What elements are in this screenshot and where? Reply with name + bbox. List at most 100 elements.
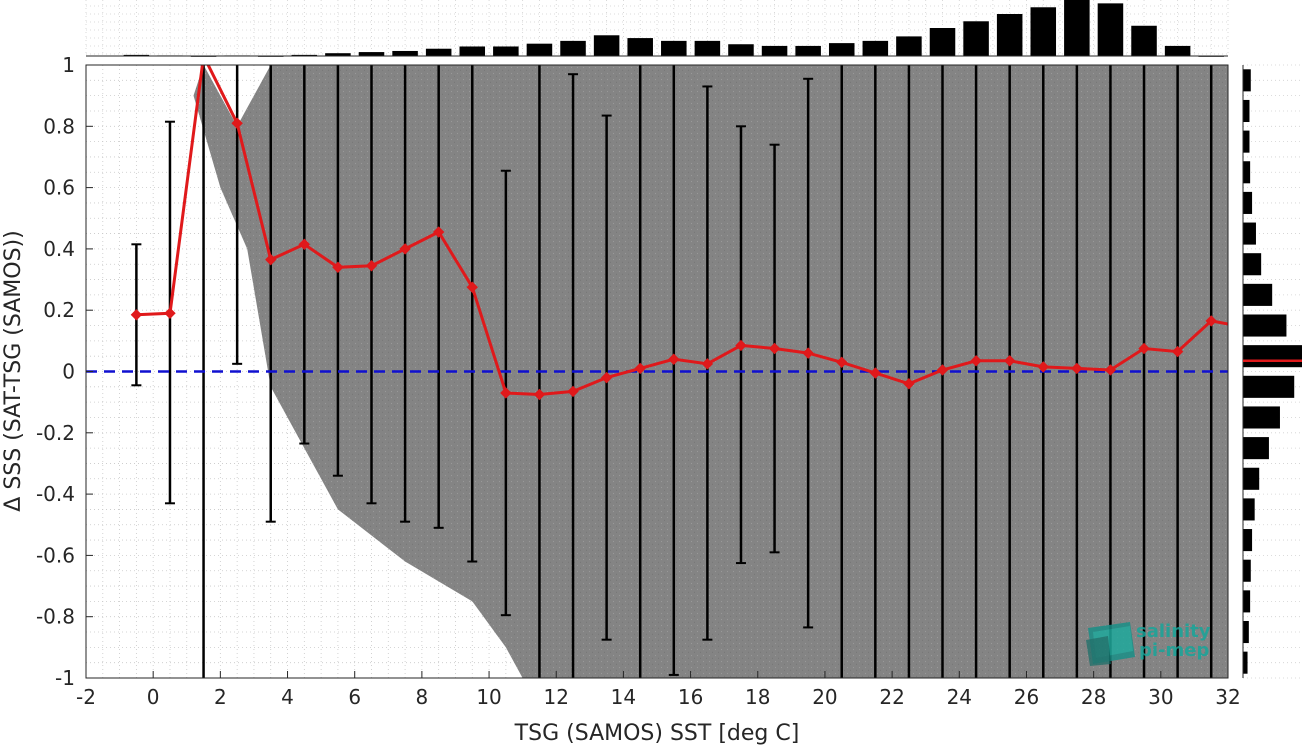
x-tick-label: 4 (281, 685, 294, 709)
mean-bias-marker (1003, 355, 1016, 367)
top-histogram-bar (694, 40, 721, 56)
right-histogram-bar (1243, 467, 1260, 490)
mean-bias-marker (365, 260, 378, 272)
mean-bias-marker (768, 342, 781, 355)
right-histogram-bar (1243, 191, 1253, 214)
main-axes: 10.80.60.40.20-0.2-0.4-0.6-0.8-1 -2 0 2 4 6 8… (1, 53, 1241, 746)
mean-bias-marker (332, 261, 344, 273)
mean-bias-marker (130, 309, 143, 321)
right-histogram-bar (1243, 498, 1255, 521)
mean-bias-marker (298, 238, 311, 251)
x-tick-label: 20 (812, 685, 837, 709)
right-histogram-bars (1243, 69, 1302, 674)
y-tick-label: -1 (55, 666, 75, 690)
top-histogram-bar (459, 46, 486, 56)
right-histogram-bar (1243, 345, 1302, 368)
right-histogram-bar (1243, 253, 1262, 276)
y-axis-ticks: 1 0.8 0.6 0.4 0.2 0 -0.2 -0.4 -0.6 -0.8 -1 (36, 53, 93, 690)
x-tick-label: 26 (1014, 685, 1039, 709)
top-histogram-bar (862, 40, 889, 56)
top-histogram-bar (560, 40, 586, 56)
logo-text-line2: pi-mep (1139, 640, 1209, 661)
mean-bias-line (136, 65, 1228, 397)
mean-bias-marker (970, 355, 982, 367)
mean-bias-marker (1071, 362, 1083, 375)
top-histogram-bar (929, 28, 956, 56)
x-tick-label: -2 (76, 685, 96, 709)
x-tick-label: 0 (147, 685, 160, 709)
top-histogram-bar (828, 43, 855, 56)
mean-bias-marker (231, 117, 243, 129)
x-tick-label: 2 (214, 685, 227, 709)
x-tick-label: 8 (416, 685, 429, 709)
x-tick-label: 10 (476, 685, 501, 709)
logo-emblem-icon (1086, 622, 1135, 666)
right-histogram-bar (1243, 529, 1253, 552)
mean-bias-marker (500, 387, 512, 399)
top-histogram-bar (896, 36, 922, 56)
x-tick-label: 24 (947, 685, 972, 709)
top-histogram-bar (358, 52, 385, 56)
top-histogram-bar (1030, 7, 1057, 57)
mean-bias-marker (600, 371, 613, 384)
mean-bias-marker (936, 364, 949, 376)
y-tick-label: -0.8 (36, 605, 75, 629)
x-tick-label: 30 (1148, 685, 1173, 709)
mean-bias-marker (869, 367, 882, 379)
y-tick-label: 0 (62, 360, 75, 384)
top-histogram-bar (1097, 3, 1124, 56)
mean-bias-marker (1104, 364, 1117, 376)
mean-bias-marker (265, 253, 277, 266)
top-histogram-bar (661, 40, 687, 56)
top-histogram-bar (593, 35, 620, 56)
salinity-pi-mep-logo: salinity pi-mep (1086, 621, 1211, 666)
top-histogram-bar (728, 44, 754, 56)
right-histogram-bar (1243, 590, 1251, 613)
top-histogram-bar (425, 48, 452, 56)
right-histogram-bar (1243, 161, 1251, 184)
mean-bias-marker (701, 358, 714, 370)
x-tick-label: 14 (611, 685, 636, 709)
y-tick-label: -0.6 (36, 543, 75, 567)
mean-bias-marker (164, 307, 176, 319)
x-tick-label: 12 (544, 685, 569, 709)
top-histogram-bar (123, 54, 150, 56)
mean-bias-marker (1205, 315, 1217, 327)
mean-bias-marker (836, 356, 848, 369)
right-histogram-bar (1243, 130, 1250, 153)
right-histogram-bar (1243, 69, 1251, 92)
right-histogram-bar (1243, 406, 1280, 429)
right-histogram-area (1243, 65, 1302, 678)
top-histogram-bar (1064, 0, 1090, 56)
right-histogram-bar (1243, 651, 1248, 674)
top-histogram-bar (493, 46, 519, 56)
top-histogram-bar (963, 21, 989, 57)
y-axis-title: Δ SSS (SAT-TSG (SAMOS)) (1, 230, 26, 511)
right-histogram-bar (1243, 283, 1273, 306)
mean-bias-marker (634, 362, 646, 375)
x-tick-label: 6 (348, 685, 361, 709)
mean-bias-marker (533, 388, 546, 401)
x-tick-label: 18 (745, 685, 770, 709)
mean-bias-marker (802, 347, 814, 359)
y-tick-label: -0.2 (36, 421, 75, 445)
mean-bias-marker (1171, 345, 1184, 358)
top-histogram-bar (761, 45, 788, 56)
x-tick-label: 28 (1081, 685, 1106, 709)
top-histogram-bar (526, 43, 553, 56)
right-histogram-bar (1243, 314, 1287, 337)
mean-bias-marker (432, 226, 445, 238)
x-axis-ticks: -2 0 2 4 6 8 10 12 14 16 18 20 22 24 26 28 30 32 (76, 671, 1241, 709)
x-tick-label: 32 (1215, 685, 1240, 709)
x-tick-label: 22 (879, 685, 904, 709)
top-histogram-bar (1131, 25, 1157, 56)
mean-bias-marker (466, 281, 478, 293)
right-histogram-bar (1243, 620, 1249, 644)
top-histogram-bar (1164, 45, 1191, 56)
top-histogram-bar (627, 38, 653, 56)
y-tick-label: 0.8 (43, 114, 75, 138)
right-histogram-bar (1243, 559, 1251, 582)
right-histogram-bar (1243, 437, 1269, 460)
x-axis-title: TSG (SAMOS) SST [deg C] (514, 721, 800, 746)
